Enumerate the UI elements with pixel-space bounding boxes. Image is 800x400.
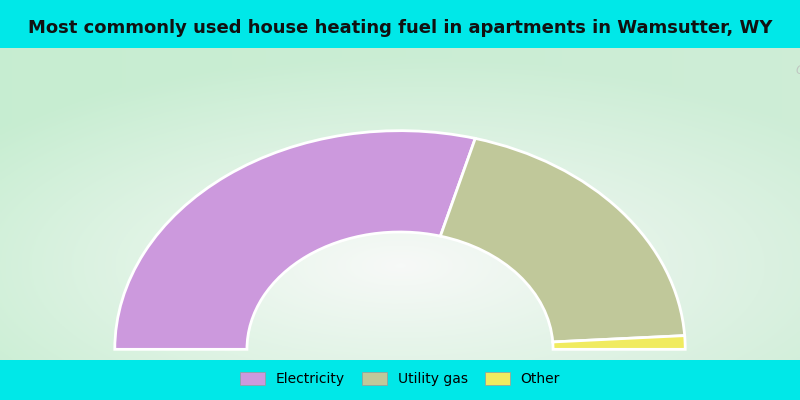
Wedge shape	[553, 336, 686, 349]
Wedge shape	[440, 138, 685, 342]
Text: Most commonly used house heating fuel in apartments in Wamsutter, WY: Most commonly used house heating fuel in…	[28, 19, 772, 37]
Text: City-Data.com: City-Data.com	[796, 64, 800, 77]
Legend: Electricity, Utility gas, Other: Electricity, Utility gas, Other	[234, 366, 566, 392]
Wedge shape	[114, 131, 475, 349]
